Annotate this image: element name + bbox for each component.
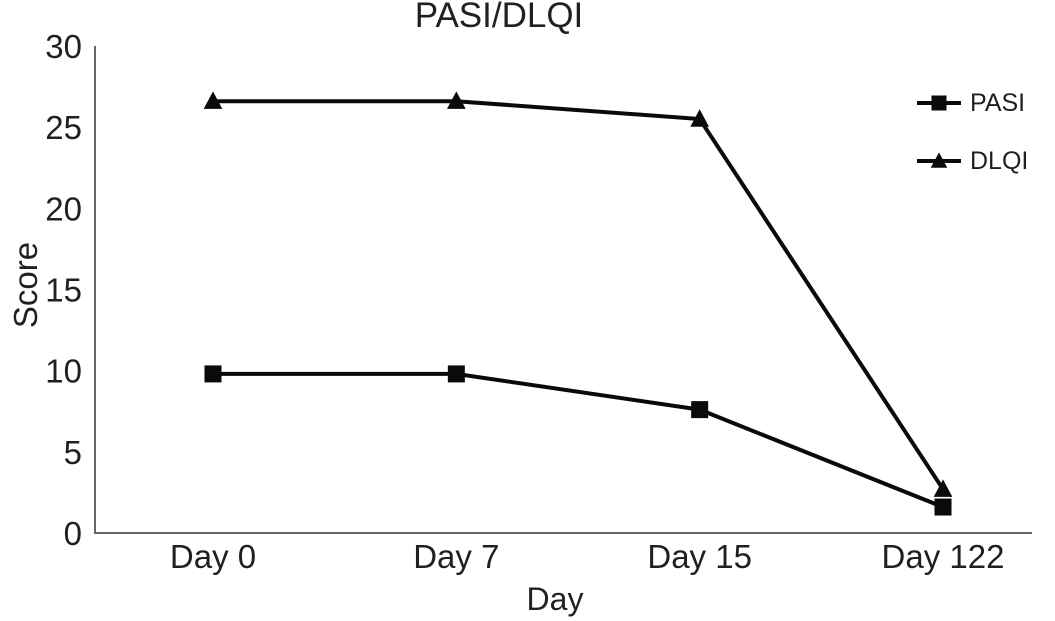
marker-square	[691, 401, 709, 419]
chart-title: PASI/DLQI	[414, 0, 584, 35]
marker-square	[934, 498, 952, 516]
x-tick-label: Day 0	[170, 538, 256, 575]
x-tick-label: Day 7	[413, 538, 499, 575]
y-tick-label: 25	[45, 109, 82, 146]
axis-lines	[94, 46, 1032, 534]
legend-item-dlqi: DLQI	[916, 146, 1028, 176]
marker-square	[931, 95, 947, 111]
marker-square	[447, 365, 465, 383]
x-axis-label: Day	[526, 581, 584, 617]
marker-triangle	[933, 479, 953, 497]
x-tick-label: Day 122	[882, 538, 1005, 575]
y-tick-label: 10	[45, 353, 82, 390]
marker-triangle	[930, 152, 948, 168]
legend-label: DLQI	[970, 147, 1029, 175]
y-tick-label: 0	[64, 515, 82, 552]
marker-triangle	[690, 109, 710, 127]
legend-triangle-marker-icon	[917, 152, 961, 168]
legend-square-marker-icon	[917, 95, 961, 111]
legend-item-pasi: PASI	[916, 88, 1028, 118]
marker-triangle	[446, 91, 466, 109]
series-line-dlqi	[213, 99, 945, 491]
marker-triangle	[203, 91, 223, 109]
legend: PASI DLQI	[916, 88, 1028, 176]
marker-square	[204, 365, 222, 383]
y-tick-label: 15	[45, 272, 82, 309]
x-tick-label: Day 15	[647, 538, 752, 575]
y-tick-label: 20	[45, 190, 82, 227]
series-line-pasi	[213, 371, 944, 509]
y-tick-label: 30	[45, 28, 82, 65]
y-tick-label: 5	[64, 434, 82, 471]
legend-label: PASI	[970, 89, 1026, 117]
